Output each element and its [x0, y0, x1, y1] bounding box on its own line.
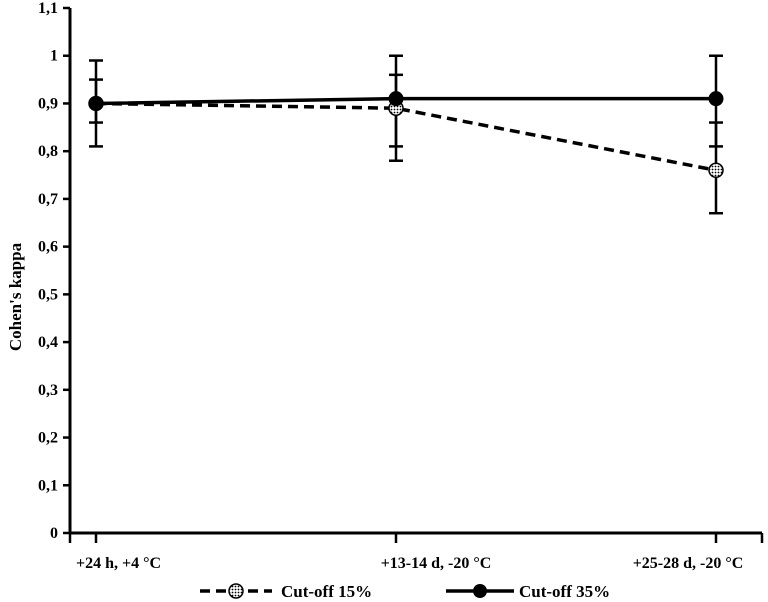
legend-label-1: Cut-off 15% — [281, 582, 372, 601]
y-tick-label: 0,7 — [38, 191, 58, 208]
y-tick-label: 0,6 — [38, 239, 58, 256]
y-tick-label: 0,1 — [38, 477, 58, 494]
series-line-1 — [95, 101, 717, 172]
y-tick-label: 0,2 — [38, 430, 58, 447]
legend: Cut-off 15% Cut-off 35% — [200, 582, 610, 601]
legend-marker-2 — [473, 584, 487, 598]
axes: 0 0,1 0,2 0,3 0,4 0,5 0,6 0,7 0,8 0,9 1 1,1 +24 h, +… — [38, 0, 764, 572]
data-point-series-2 — [388, 91, 404, 107]
series-layer — [88, 54, 724, 215]
y-axis-title: Cohen's kappa — [6, 242, 25, 351]
y-tick-label: 0,4 — [38, 334, 58, 351]
y-tick-label: 0,8 — [38, 143, 58, 160]
y-tick-label: 0 — [50, 525, 58, 542]
y-tick-label: 1 — [50, 48, 58, 65]
data-point-series-2 — [88, 95, 104, 111]
y-tick-label: 1,1 — [38, 0, 58, 17]
y-tick-label: 0,5 — [38, 286, 58, 303]
series-line-2 — [95, 96, 716, 106]
x-tick-label: +24 h, +4 °C — [76, 555, 161, 572]
x-tick-label: +13-14 d, -20 °C — [381, 555, 492, 572]
y-tick-label: 0,9 — [38, 95, 58, 112]
legend-label-2: Cut-off 35% — [519, 582, 610, 601]
data-point-series-2 — [708, 91, 724, 107]
data-point-series-1 — [708, 162, 724, 179]
legend-marker-1 — [228, 583, 244, 599]
y-tick-label: 0,3 — [38, 382, 58, 399]
x-tick-label: +25-28 d, -20 °C — [633, 555, 744, 572]
